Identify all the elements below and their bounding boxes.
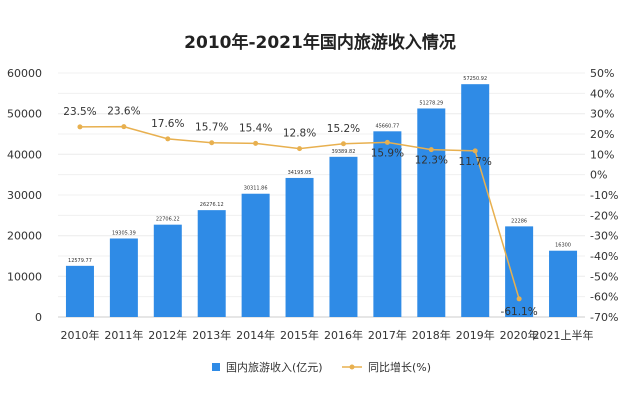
bar bbox=[153, 224, 182, 317]
left-axis-tick: 30000 bbox=[7, 189, 42, 202]
left-axis-tick: 10000 bbox=[7, 270, 42, 283]
growth-data-label: 15.9% bbox=[371, 147, 404, 159]
right-axis-tick: -50% bbox=[590, 270, 618, 283]
bar-data-label: 16300 bbox=[555, 243, 571, 249]
right-axis-tick: 20% bbox=[590, 128, 614, 141]
left-axis-tick: 40000 bbox=[7, 148, 42, 161]
legend-bar-swatch bbox=[212, 363, 220, 371]
growth-data-label: 12.3% bbox=[415, 155, 448, 167]
growth-point bbox=[384, 139, 390, 145]
bar-data-label: 19305.39 bbox=[112, 230, 136, 236]
bar bbox=[505, 226, 534, 317]
growth-point bbox=[209, 140, 215, 146]
left-axis-tick: 0 bbox=[35, 311, 42, 324]
bar-data-label: 22286 bbox=[511, 218, 527, 224]
x-axis-tick: 2021上半年 bbox=[533, 328, 594, 342]
x-axis-tick: 2015年 bbox=[280, 328, 319, 342]
growth-data-label: 12.8% bbox=[283, 128, 316, 140]
bar bbox=[109, 238, 138, 317]
growth-data-label: 15.4% bbox=[239, 122, 272, 134]
right-axis-tick: -10% bbox=[590, 189, 618, 202]
bar-data-label: 26276.12 bbox=[200, 202, 224, 208]
growth-point bbox=[165, 136, 171, 142]
bar-data-label: 57250.92 bbox=[463, 76, 487, 82]
growth-point bbox=[253, 140, 259, 146]
growth-point bbox=[340, 141, 346, 147]
bar-data-label: 34195.05 bbox=[288, 170, 312, 176]
left-axis-tick: 50000 bbox=[7, 108, 42, 121]
right-axis-tick: 40% bbox=[590, 87, 614, 100]
growth-point bbox=[77, 124, 83, 130]
growth-data-label: 23.6% bbox=[107, 106, 140, 118]
x-axis-tick: 2020年 bbox=[500, 328, 539, 342]
growth-point bbox=[472, 148, 478, 154]
x-axis-tick: 2018年 bbox=[412, 328, 451, 342]
growth-data-label: 15.2% bbox=[327, 123, 360, 135]
x-axis-tick: 2019年 bbox=[456, 328, 495, 342]
growth-point bbox=[516, 296, 522, 302]
x-axis-tick: 2010年 bbox=[60, 328, 99, 342]
right-axis-tick: 10% bbox=[590, 148, 614, 161]
bar bbox=[285, 177, 314, 317]
x-axis-tick: 2013年 bbox=[192, 328, 231, 342]
x-axis-tick: 2012年 bbox=[148, 328, 187, 342]
left-axis-tick: 20000 bbox=[7, 230, 42, 243]
growth-data-label: -61.1% bbox=[501, 306, 538, 318]
bar bbox=[549, 250, 578, 317]
bar-data-label: 45660.77 bbox=[375, 123, 399, 129]
bar bbox=[417, 108, 446, 317]
bar bbox=[241, 193, 270, 317]
left-axis-tick: 60000 bbox=[7, 67, 42, 80]
bar-data-label: 51278.29 bbox=[419, 100, 443, 106]
growth-data-label: 11.7% bbox=[459, 156, 492, 168]
bar-data-label: 39389.82 bbox=[332, 149, 356, 155]
legend-bar-label: 国内旅游收入(亿元) bbox=[226, 360, 323, 374]
right-axis-tick: -40% bbox=[590, 250, 618, 263]
bar bbox=[65, 265, 94, 317]
growth-point bbox=[428, 147, 434, 153]
right-axis-tick: -30% bbox=[590, 230, 618, 243]
right-axis-tick: -70% bbox=[590, 311, 618, 324]
x-axis-tick: 2014年 bbox=[236, 328, 275, 342]
right-axis-tick: 30% bbox=[590, 108, 614, 121]
right-axis-tick: 0% bbox=[590, 169, 607, 182]
bar bbox=[329, 156, 358, 317]
growth-point bbox=[121, 124, 127, 130]
growth-data-label: 23.5% bbox=[63, 106, 96, 118]
bar-data-label: 22706.22 bbox=[156, 217, 180, 223]
right-axis-tick: 50% bbox=[590, 67, 614, 80]
right-axis-tick: -20% bbox=[590, 209, 618, 222]
bar bbox=[373, 131, 402, 317]
growth-data-label: 15.7% bbox=[195, 122, 228, 134]
bar bbox=[197, 210, 226, 317]
chart-title: 2010年-2021年国内旅游收入情况 bbox=[184, 32, 456, 53]
legend-line-label: 同比增长(%) bbox=[368, 360, 431, 374]
bar-data-label: 30311.86 bbox=[244, 186, 268, 192]
growth-point bbox=[297, 146, 303, 152]
x-axis-tick: 2017年 bbox=[368, 328, 407, 342]
bar-data-label: 12579.77 bbox=[68, 258, 92, 264]
legend-line-marker bbox=[349, 364, 355, 370]
right-axis-tick: -60% bbox=[590, 291, 618, 304]
x-axis-tick: 2016年 bbox=[324, 328, 363, 342]
growth-data-label: 17.6% bbox=[151, 118, 184, 130]
x-axis-tick: 2011年 bbox=[104, 328, 143, 342]
bar bbox=[461, 84, 490, 317]
